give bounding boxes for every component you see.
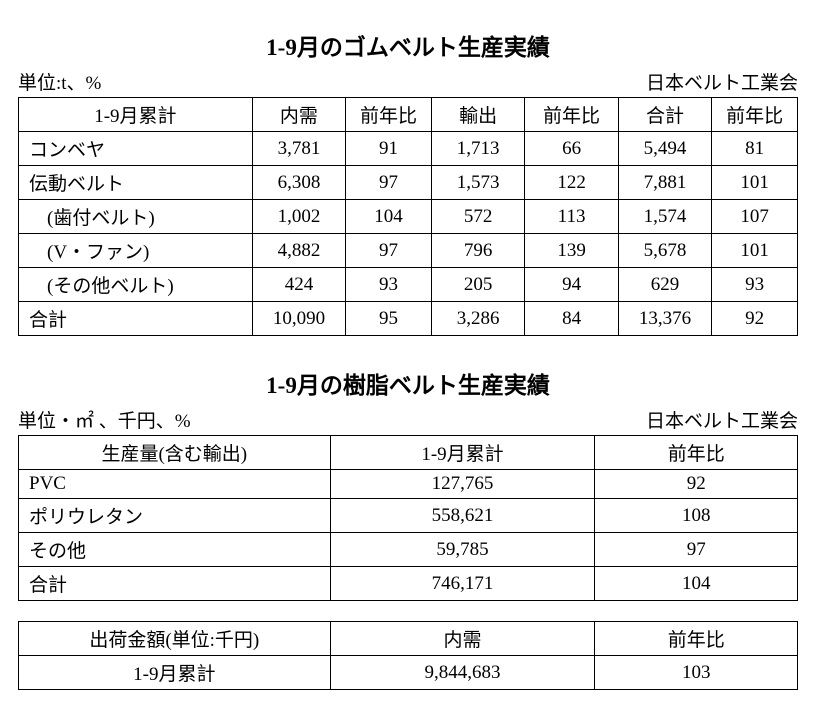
cell-value: 107 [712,200,798,234]
table-row: (その他ベルト)424932059462993 [19,268,798,302]
table-row: 合計746,171104 [19,567,798,601]
table-row: コンベヤ3,781911,713665,49481 [19,132,798,166]
row-label: コンベヤ [19,132,253,166]
column-header: 内需 [330,622,595,656]
cell-value: 6,308 [252,166,345,200]
cell-value: 108 [595,499,798,533]
row-label: (V・ファン) [19,234,253,268]
cell-value: 5,678 [618,234,711,268]
table-row: その他59,78597 [19,533,798,567]
cell-value: 93 [712,268,798,302]
cell-value: 796 [431,234,524,268]
cell-value: 97 [346,166,432,200]
table-row: 伝動ベルト6,308971,5731227,881101 [19,166,798,200]
column-header: 生産量(含む輸出) [19,436,331,470]
cell-value: 104 [346,200,432,234]
cell-value: 127,765 [330,470,595,499]
cell-value: 424 [252,268,345,302]
column-header: 合計 [618,98,711,132]
table-row: ポリウレタン558,621108 [19,499,798,533]
table-row: (歯付ベルト)1,0021045721131,574107 [19,200,798,234]
table-row: 合計10,090953,2868413,37692 [19,302,798,336]
cell-value: 13,376 [618,302,711,336]
column-header: 内需 [252,98,345,132]
column-header: 前年比 [595,436,798,470]
cell-value: 59,785 [330,533,595,567]
cell-value: 91 [346,132,432,166]
row-label: ポリウレタン [19,499,331,533]
cell-value: 7,881 [618,166,711,200]
cell-value: 97 [595,533,798,567]
row-label: (歯付ベルト) [19,200,253,234]
cell-value: 93 [346,268,432,302]
table1-unit: 単位:t、% [18,68,101,95]
table-row: (V・ファン)4,882977961395,678101 [19,234,798,268]
cell-value: 101 [712,234,798,268]
cell-value: 10,090 [252,302,345,336]
cell-value: 92 [595,470,798,499]
cell-value: 1,574 [618,200,711,234]
cell-value: 95 [346,302,432,336]
cell-value: 205 [431,268,524,302]
cell-value: 3,286 [431,302,524,336]
cell-value: 4,882 [252,234,345,268]
table1-title: 1-9月のゴムベルト生産実績 [18,28,798,62]
row-label: PVC [19,470,331,499]
cell-value: 66 [525,132,618,166]
table2-meta: 単位・㎡ 、千円、% 日本ベルト工業会 [18,406,798,433]
table1: 1-9月累計内需前年比輸出前年比合計前年比コンベヤ3,781911,713665… [18,97,798,336]
column-header: 1-9月累計 [19,98,253,132]
table3: 出荷金額(単位:千円)内需前年比1-9月累計9,844,683103 [18,621,798,690]
column-header: 輸出 [431,98,524,132]
column-header: 前年比 [346,98,432,132]
table2-unit: 単位・㎡ 、千円、% [18,406,191,433]
cell-value: 81 [712,132,798,166]
cell-value: 9,844,683 [330,656,595,690]
cell-value: 629 [618,268,711,302]
table2: 生産量(含む輸出)1-9月累計前年比PVC127,76592ポリウレタン558,… [18,435,798,601]
cell-value: 101 [712,166,798,200]
cell-value: 113 [525,200,618,234]
cell-value: 139 [525,234,618,268]
column-header: 前年比 [595,622,798,656]
cell-value: 1,573 [431,166,524,200]
table1-meta: 単位:t、% 日本ベルト工業会 [18,68,798,95]
table2-org: 日本ベルト工業会 [646,406,798,433]
cell-value: 746,171 [330,567,595,601]
table1-org: 日本ベルト工業会 [646,68,798,95]
row-label: 伝動ベルト [19,166,253,200]
cell-value: 5,494 [618,132,711,166]
cell-value: 94 [525,268,618,302]
table2-title: 1-9月の樹脂ベルト生産実績 [18,366,798,400]
cell-value: 104 [595,567,798,601]
row-label: 合計 [19,567,331,601]
row-label: その他 [19,533,331,567]
column-header: 前年比 [525,98,618,132]
cell-value: 97 [346,234,432,268]
cell-value: 122 [525,166,618,200]
cell-value: 3,781 [252,132,345,166]
column-header: 前年比 [712,98,798,132]
cell-value: 1,002 [252,200,345,234]
cell-value: 1,713 [431,132,524,166]
row-label: 1-9月累計 [19,656,331,690]
row-label: (その他ベルト) [19,268,253,302]
cell-value: 84 [525,302,618,336]
column-header: 出荷金額(単位:千円) [19,622,331,656]
cell-value: 92 [712,302,798,336]
column-header: 1-9月累計 [330,436,595,470]
cell-value: 558,621 [330,499,595,533]
table-row: PVC127,76592 [19,470,798,499]
cell-value: 572 [431,200,524,234]
row-label: 合計 [19,302,253,336]
cell-value: 103 [595,656,798,690]
table-row: 1-9月累計9,844,683103 [19,656,798,690]
